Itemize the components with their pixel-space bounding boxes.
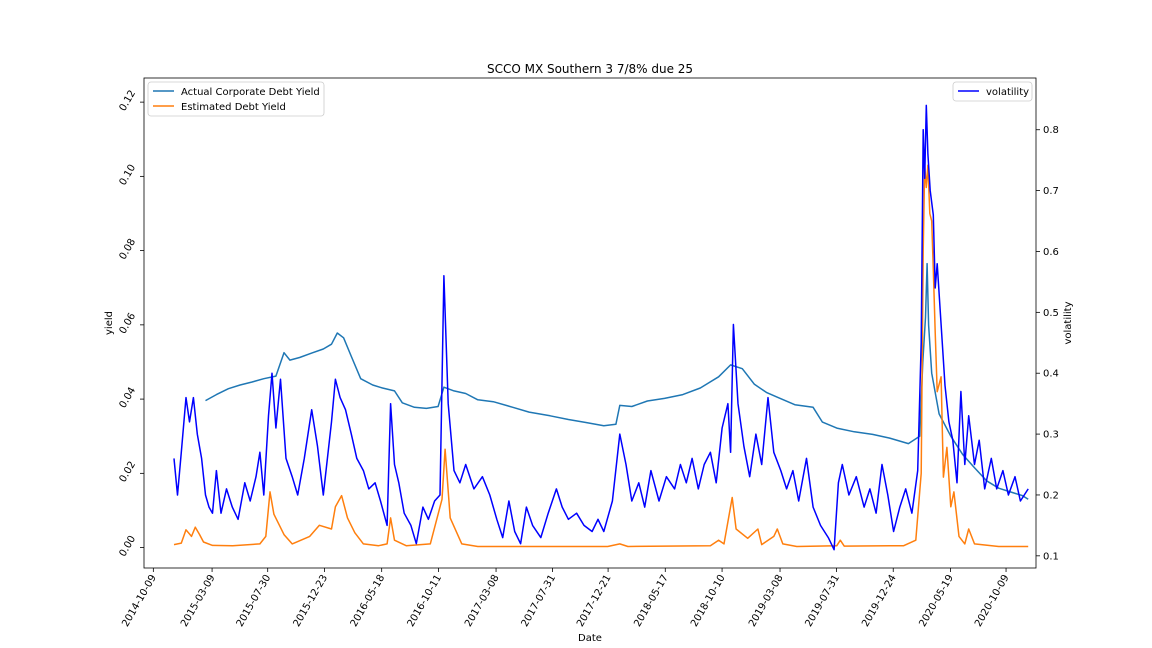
right-y-tick-label: 0.4 (1043, 369, 1059, 380)
series-estimated-yield-line (173, 164, 1029, 548)
legend-volatility-label: volatility (986, 87, 1029, 98)
series-layer (173, 104, 1029, 551)
legend-right: volatility (952, 81, 1033, 102)
legend-actual-label: Actual Corporate Debt Yield (181, 87, 320, 98)
legend-left: Actual Corporate Debt Yield Estimated De… (147, 81, 325, 117)
left-y-axis-label: yield (104, 311, 115, 335)
axes-layer (143, 77, 1037, 569)
right-y-tick-label: 0.1 (1043, 551, 1059, 562)
legend-estimated-label: Estimated Debt Yield (181, 102, 286, 113)
plot-frame (143, 77, 1037, 569)
series-volatility-line (173, 104, 1029, 551)
right-y-axis-label: volatility (1063, 301, 1074, 344)
x-axis-label: Date (578, 633, 602, 644)
legend-left-box (147, 81, 325, 117)
chart-title: SCCO MX Southern 3 7/8% due 25 (487, 62, 693, 76)
right-y-tick-label: 0.7 (1043, 186, 1059, 197)
right-y-tick-label: 0.8 (1043, 125, 1059, 136)
right-y-tick-label: 0.2 (1043, 491, 1059, 502)
right-y-tick-label: 0.6 (1043, 247, 1059, 258)
right-y-tick-label: 0.3 (1043, 430, 1059, 441)
series-actual-yield-line (205, 262, 1029, 500)
right-y-tick-label: 0.5 (1043, 308, 1059, 319)
legend-right-box (952, 81, 1033, 102)
right-y-axis: 0.1 0.2 0.3 0.4 0.5 0.6 0.7 0.8 (1036, 125, 1059, 562)
